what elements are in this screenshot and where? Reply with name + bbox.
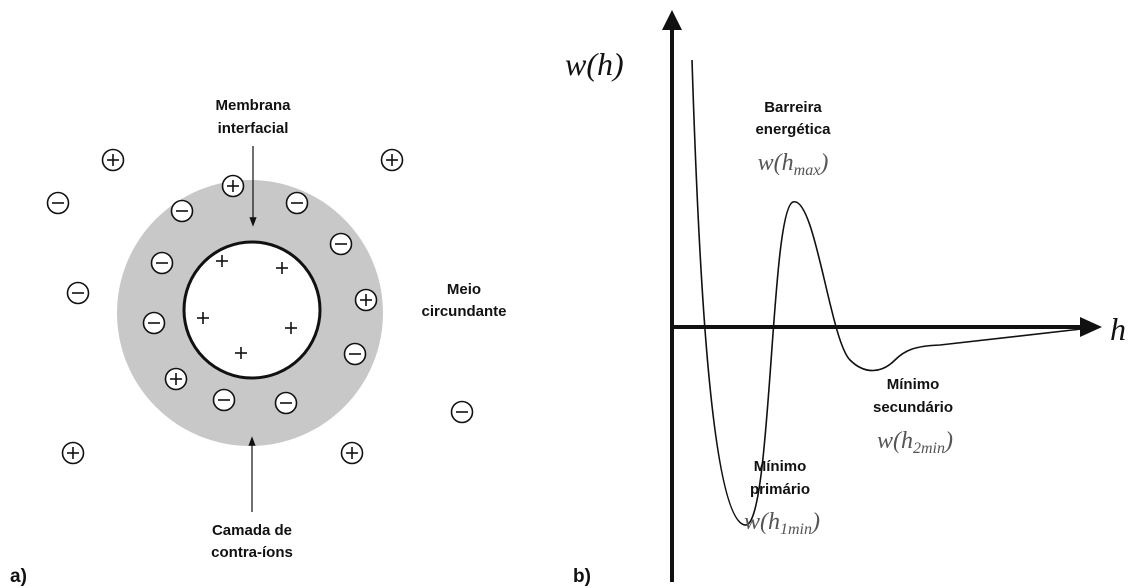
label: Meio: [447, 281, 481, 298]
positive-ion: [166, 369, 187, 390]
potential-curve: [692, 60, 1090, 525]
label: Membrana: [215, 97, 291, 114]
negative-ion: [172, 201, 193, 222]
formula-sub: 2min: [913, 440, 945, 457]
negative-ion: [214, 390, 235, 411]
label: energética: [755, 121, 831, 138]
formula-base: w(h: [744, 509, 780, 535]
label: Mínimo: [754, 458, 807, 475]
x-arrow: [1080, 317, 1102, 337]
negative-ion: [276, 393, 297, 414]
positive-ion: [342, 443, 363, 464]
negative-ion: [68, 283, 89, 304]
y-axis-label: w(h): [565, 46, 624, 82]
label: Barreira: [764, 99, 822, 116]
figure: Membrana interfacial Meio circundante Ca…: [0, 0, 1135, 588]
formula: w(hmax): [758, 150, 829, 179]
formula-sub: 1min: [780, 521, 812, 538]
label: secundário: [873, 399, 953, 416]
formula-sub: max: [794, 162, 821, 179]
positive-ion: [223, 176, 244, 197]
formula-base: w(h: [877, 428, 913, 454]
formula-base: w(h: [758, 150, 794, 176]
page: Membrana interfacial Meio circundante Ca…: [0, 0, 1135, 588]
negative-ion: [452, 402, 473, 423]
formula-close: ): [943, 428, 953, 454]
negative-ion: [48, 193, 69, 214]
label: Mínimo: [887, 376, 940, 393]
positive-ion: [382, 150, 403, 171]
x-axis-label: h: [1110, 311, 1126, 347]
negative-ion: [287, 193, 308, 214]
panel-tag: b): [573, 566, 591, 587]
formula-close: ): [810, 509, 820, 535]
negative-ion: [345, 344, 366, 365]
panel-tag: a): [10, 566, 27, 587]
y-arrow: [662, 10, 682, 30]
formula: w(h1min): [744, 509, 820, 538]
label: Camada de: [212, 522, 292, 539]
label: interfacial: [218, 120, 289, 137]
label: circundante: [421, 303, 506, 320]
formula: w(h2min): [877, 428, 953, 457]
positive-ion: [356, 290, 377, 311]
formula-close: ): [818, 150, 828, 176]
negative-ion: [331, 234, 352, 255]
positive-ion: [103, 150, 124, 171]
label: contra-íons: [211, 544, 293, 561]
label: primário: [750, 481, 810, 498]
negative-ion: [144, 313, 165, 334]
positive-ion: [63, 443, 84, 464]
negative-ion: [152, 253, 173, 274]
